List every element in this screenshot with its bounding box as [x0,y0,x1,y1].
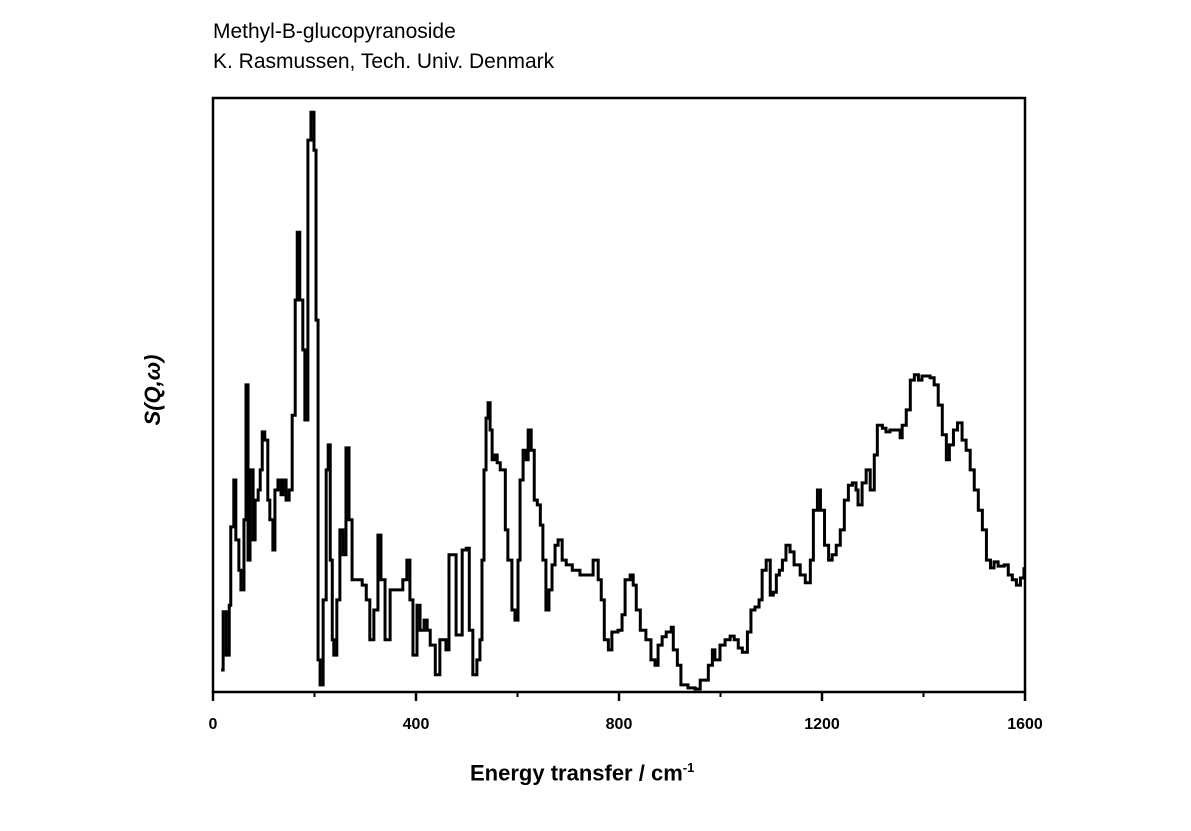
x-tick-label: 1600 [1007,716,1043,733]
chart-title-line-1: Methyl-B-glucopyranoside [213,20,456,43]
plot-frame [211,96,1027,694]
series-line [221,110,1026,691]
x-axis-label-text: Energy transfer / cm [470,760,683,786]
chart-title-line-2: K. Rasmussen, Tech. Univ. Denmark [213,50,555,73]
y-axis-label: S(Q,ω) [140,354,165,426]
x-axis-label-superscript: -1 [682,760,695,775]
x-tick-label: 400 [403,716,430,733]
x-tick-label: 800 [606,716,633,733]
x-tick-label: 1200 [804,716,840,733]
x-tick-label: 0 [209,716,218,733]
x-axis-label: Energy transfer / cm-1 [470,760,694,786]
